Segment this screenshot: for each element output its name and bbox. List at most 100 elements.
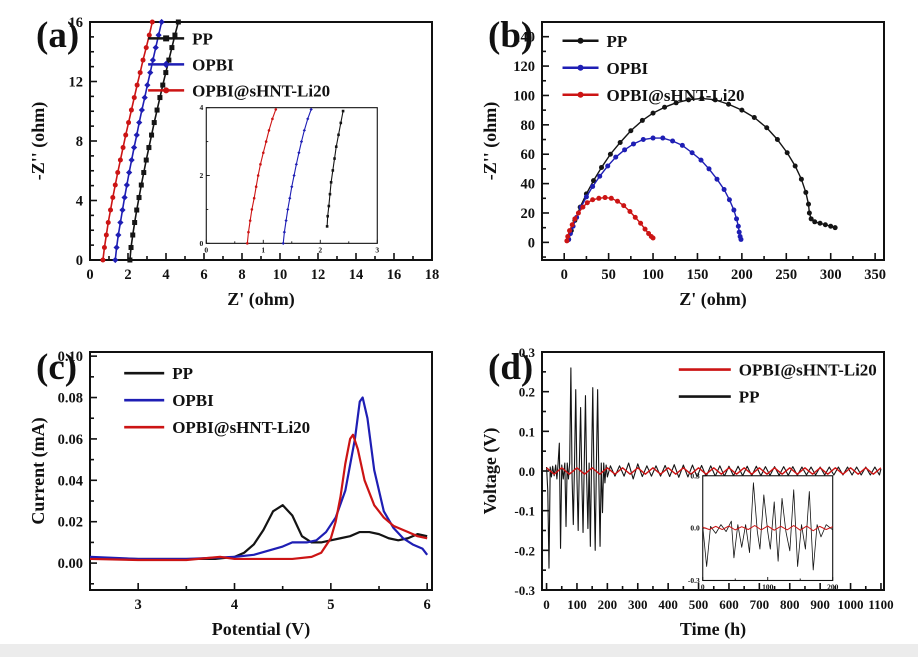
- svg-text:0.00: 0.00: [58, 556, 83, 572]
- panel-a-inset: 0 1 2 3 0 2 4: [200, 103, 380, 254]
- panel-b-legend: PP OPBI OPBI@sHNT-Li20: [562, 32, 745, 105]
- svg-text:1: 1: [261, 245, 265, 254]
- svg-text:500: 500: [689, 597, 709, 612]
- svg-text:8: 8: [76, 134, 83, 150]
- svg-text:-0.3: -0.3: [688, 576, 700, 585]
- panel-d-axes: 0 100 200 300 400 500 600 700 800 900 1000 1100-0.3…: [514, 345, 893, 612]
- panel-a-series-opbi-shnt-li20: [100, 19, 155, 263]
- panel-a-ylabel: -Z'' (ohm): [28, 102, 49, 181]
- svg-text:0.04: 0.04: [58, 473, 83, 489]
- svg-text:2: 2: [318, 245, 322, 254]
- svg-text:0.10: 0.10: [58, 349, 83, 365]
- svg-text:0: 0: [86, 267, 93, 283]
- panel-a-inset-series-opbi-shnt-li20: [246, 108, 278, 245]
- svg-text:120: 120: [513, 59, 535, 75]
- svg-text:0.2: 0.2: [519, 385, 535, 400]
- svg-text:100: 100: [567, 597, 587, 612]
- panel-c-legend: PP OPBI OPBI@sHNT-Li20: [124, 364, 310, 437]
- svg-text:400: 400: [658, 597, 678, 612]
- svg-text:50: 50: [601, 267, 616, 283]
- svg-text:0.3: 0.3: [519, 345, 536, 360]
- svg-text:2: 2: [200, 171, 204, 180]
- svg-text:800: 800: [780, 597, 800, 612]
- svg-text:14: 14: [349, 267, 364, 283]
- svg-text:900: 900: [810, 597, 830, 612]
- panel-d-series-opbi-shnt-li20: [546, 467, 882, 475]
- svg-text:1100: 1100: [868, 597, 893, 612]
- svg-text:5: 5: [327, 597, 334, 613]
- svg-text:OPBI: OPBI: [607, 59, 649, 78]
- svg-text:200: 200: [731, 267, 753, 283]
- svg-text:12: 12: [311, 267, 326, 283]
- panel-d-legend: OPBI@sHNT-Li20 PP: [678, 361, 877, 407]
- svg-text:3: 3: [135, 597, 142, 613]
- panel-c-xlabel: Potential (V): [212, 619, 310, 640]
- svg-text:4: 4: [162, 267, 169, 283]
- svg-text:300: 300: [628, 597, 648, 612]
- svg-text:12: 12: [69, 75, 84, 91]
- svg-text:18: 18: [425, 267, 440, 283]
- panel-a-legend: PP OPBI OPBI@sHNT-Li20: [148, 29, 330, 100]
- panel-b-nyquist-chart: 0 50 100 150 200 250 300 350 0 20 40 60 80 100 120 140 Z…: [480, 21, 886, 310]
- svg-text:150: 150: [687, 267, 709, 283]
- panel-c-axes: 3 4 5 6 0.00 0.02 0.04 0.06 0.08 0.10: [58, 349, 431, 613]
- svg-text:100: 100: [762, 582, 774, 591]
- svg-text:OPBI@sHNT-Li20: OPBI@sHNT-Li20: [739, 361, 877, 380]
- svg-text:OPBI: OPBI: [172, 391, 214, 410]
- svg-text:OPBI@sHNT-Li20: OPBI@sHNT-Li20: [607, 86, 745, 105]
- svg-text:16: 16: [69, 15, 84, 31]
- panel-c-ylabel: Current (mA): [28, 417, 49, 524]
- svg-text:20: 20: [521, 206, 536, 222]
- svg-text:0: 0: [701, 582, 705, 591]
- panel-c: 3 4 5 6 0.00 0.02 0.04 0.06 0.08 0.10 Potential (V…: [28, 349, 433, 640]
- svg-text:4: 4: [76, 194, 83, 210]
- svg-text:OPBI@sHNT-Li20: OPBI@sHNT-Li20: [172, 418, 310, 437]
- svg-text:3: 3: [375, 245, 379, 254]
- panel-c-series-opbi: [89, 396, 429, 561]
- panel-d-inset-series-pp: [702, 482, 833, 571]
- svg-text:2: 2: [124, 267, 131, 283]
- svg-text:0.0: 0.0: [519, 464, 535, 479]
- svg-text:-0.1: -0.1: [514, 504, 535, 519]
- svg-text:PP: PP: [607, 32, 628, 51]
- svg-text:0.3: 0.3: [690, 471, 700, 480]
- svg-text:0: 0: [76, 253, 83, 269]
- panel-a-xlabel: Z' (ohm): [227, 289, 295, 310]
- panel-label-d: (d): [488, 347, 534, 388]
- svg-text:300: 300: [820, 267, 842, 283]
- panel-label-a: (a): [36, 15, 80, 56]
- svg-text:350: 350: [864, 267, 886, 283]
- page-bottom-margin: [0, 644, 918, 657]
- svg-text:6: 6: [200, 267, 207, 283]
- svg-text:0.02: 0.02: [58, 515, 83, 531]
- svg-text:OPBI: OPBI: [192, 55, 234, 74]
- svg-text:8: 8: [238, 267, 245, 283]
- panel-label-c: (c): [36, 347, 78, 388]
- panel-b-axes: 0 50 100 150 200 250 300 350 0 20 40 60 80 100 120 140: [513, 30, 886, 283]
- svg-text:700: 700: [750, 597, 770, 612]
- svg-text:0.08: 0.08: [58, 391, 83, 407]
- svg-text:200: 200: [827, 582, 839, 591]
- panel-b: 0 50 100 150 200 250 300 350 0 20 40 60 80 100 120 140 Z…: [480, 21, 886, 310]
- svg-text:1000: 1000: [838, 597, 864, 612]
- svg-text:PP: PP: [172, 364, 193, 383]
- panel-d-cycling-chart: 0 100 200 300 400 500 600 700 800 900 1000 1100-0.3…: [480, 345, 894, 640]
- svg-text:0: 0: [561, 267, 568, 283]
- panel-b-xlabel: Z' (ohm): [679, 289, 747, 310]
- panel-d-inset: 0 100 200 -0.3 0.0 0.3: [688, 471, 839, 591]
- svg-text:-0.2: -0.2: [514, 543, 535, 558]
- svg-text:250: 250: [775, 267, 797, 283]
- panel-d-inset-axes: 0 100 200 -0.3 0.0 0.3: [688, 471, 839, 591]
- svg-text:0: 0: [204, 245, 208, 254]
- panel-c-lsv-chart: 3 4 5 6 0.00 0.02 0.04 0.06 0.08 0.10 Potential (V…: [28, 349, 433, 640]
- svg-text:10: 10: [273, 267, 288, 283]
- panel-b-series-opbi-shnt-li20: [564, 195, 656, 244]
- svg-text:80: 80: [521, 118, 536, 134]
- svg-text:16: 16: [387, 267, 402, 283]
- svg-text:4: 4: [200, 103, 204, 112]
- svg-text:200: 200: [598, 597, 618, 612]
- svg-text:4: 4: [231, 597, 238, 613]
- panel-a-inset-series-opbi: [281, 107, 313, 245]
